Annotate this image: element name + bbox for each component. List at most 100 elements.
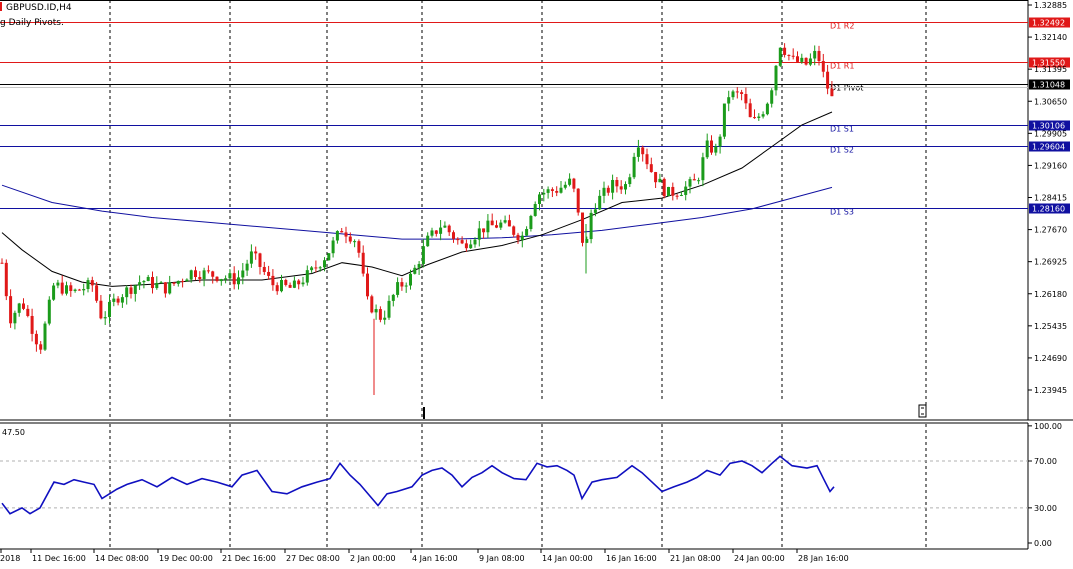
candle-body: [400, 282, 404, 287]
period-separator-marker: [423, 407, 425, 419]
candle-body: [452, 232, 455, 239]
candle-body: [181, 280, 185, 282]
candle-body: [615, 179, 619, 187]
candle-body: [374, 309, 378, 313]
candle-body: [172, 282, 176, 284]
candle-body: [271, 275, 275, 286]
price-tick-label: 1.24690: [1034, 354, 1067, 363]
candle-body: [340, 231, 344, 233]
candle-body: [684, 186, 688, 195]
candle-body: [232, 273, 236, 285]
candle-body: [206, 270, 210, 272]
candle-body: [125, 287, 129, 298]
time-tick-label: 28 Jan 16:00: [798, 554, 849, 563]
pivot-label: D1 R2: [830, 22, 854, 31]
candle-body: [787, 54, 791, 56]
candle-body: [297, 280, 301, 285]
candle-body: [808, 58, 812, 65]
candle-body: [624, 184, 627, 190]
candle-body: [512, 226, 516, 235]
candle-body: [189, 270, 193, 280]
candle-body: [593, 209, 597, 213]
candle-body: [546, 189, 550, 193]
candle-body: [761, 114, 765, 117]
candle-body: [770, 90, 774, 104]
candle-body: [280, 279, 283, 292]
pivot-price-tag-text: 1.32492: [1032, 19, 1065, 28]
candle-body: [43, 323, 47, 350]
price-tick-label: 1.32885: [1034, 1, 1067, 10]
candle-body: [503, 220, 507, 223]
pivot-price-tag-text: 1.29604: [1032, 143, 1065, 152]
candle-body: [576, 188, 580, 213]
candle-body: [198, 277, 202, 280]
candle-body: [348, 236, 352, 242]
candle-body: [649, 164, 653, 173]
candle-body: [262, 266, 266, 272]
price-tick-label: 1.27670: [1034, 226, 1067, 235]
candle-body: [344, 232, 348, 237]
candle-body: [456, 238, 460, 241]
candle-body: [129, 287, 133, 294]
candle-body: [490, 220, 494, 226]
price-tick-label: 1.25435: [1034, 322, 1067, 331]
candle-body: [606, 187, 610, 193]
candle-body: [740, 92, 744, 94]
time-tick-label: 27 Dec 08:00: [286, 554, 340, 563]
candle-body: [34, 333, 38, 345]
candle-body: [765, 103, 769, 115]
candle-body: [783, 47, 787, 55]
candle-body: [791, 55, 795, 57]
candle-body: [176, 280, 180, 284]
pivot-label: D1 S2: [830, 146, 854, 155]
price-tick-label: 1.30650: [1034, 97, 1067, 106]
time-axis: 2018 11 Dec 16:00 14 Dec 08:00 19 Dec 00:00…: [0, 549, 849, 563]
rsi-tick-label: 100.00: [1034, 422, 1062, 431]
candle-body: [688, 179, 692, 187]
candle-body: [241, 270, 245, 278]
candle-body: [507, 220, 511, 227]
candle-body: [361, 252, 365, 274]
candle-body: [439, 227, 443, 234]
candle-body: [473, 239, 477, 245]
candle-body: [185, 279, 189, 282]
candle-body: [671, 186, 675, 196]
candle-body: [387, 300, 391, 318]
candle-body: [464, 243, 468, 249]
candle-body: [22, 303, 25, 309]
candlesticks: [0, 43, 834, 395]
candle-body: [658, 178, 662, 183]
header-marker: [0, 2, 2, 11]
candle-body: [563, 184, 567, 188]
candle-body: [800, 57, 804, 62]
candle-body: [13, 312, 17, 324]
candle-body: [26, 308, 30, 316]
candle-body: [645, 154, 649, 165]
candle-body: [692, 179, 696, 181]
candle-body: [284, 279, 288, 285]
price-pane[interactable]: [0, 0, 1073, 421]
candle-body: [292, 280, 296, 288]
candle-body: [86, 280, 90, 289]
candle-body: [116, 298, 120, 303]
candle-body: [413, 267, 417, 274]
candle-body: [142, 281, 146, 283]
candle-body: [357, 241, 361, 253]
candle-body: [632, 156, 636, 178]
price-tick-label: 1.28415: [1034, 194, 1067, 203]
pivot-price-tag: [1029, 141, 1070, 152]
pivot-price-tag-text: 1.31550: [1032, 59, 1065, 68]
candle-body: [421, 246, 425, 264]
candle-body: [778, 47, 782, 66]
candle-body: [52, 285, 56, 300]
candle-body: [628, 177, 632, 185]
rsi-pane[interactable]: [0, 422, 1029, 550]
chart-shift-icon[interactable]: [918, 404, 927, 418]
symbol-label: GBPUSD.ID,H4: [6, 3, 72, 13]
candle-body: [224, 278, 228, 280]
candle-body: [585, 239, 589, 243]
pivot-label: D1 S1: [830, 125, 854, 134]
rsi-line: [1, 455, 835, 515]
